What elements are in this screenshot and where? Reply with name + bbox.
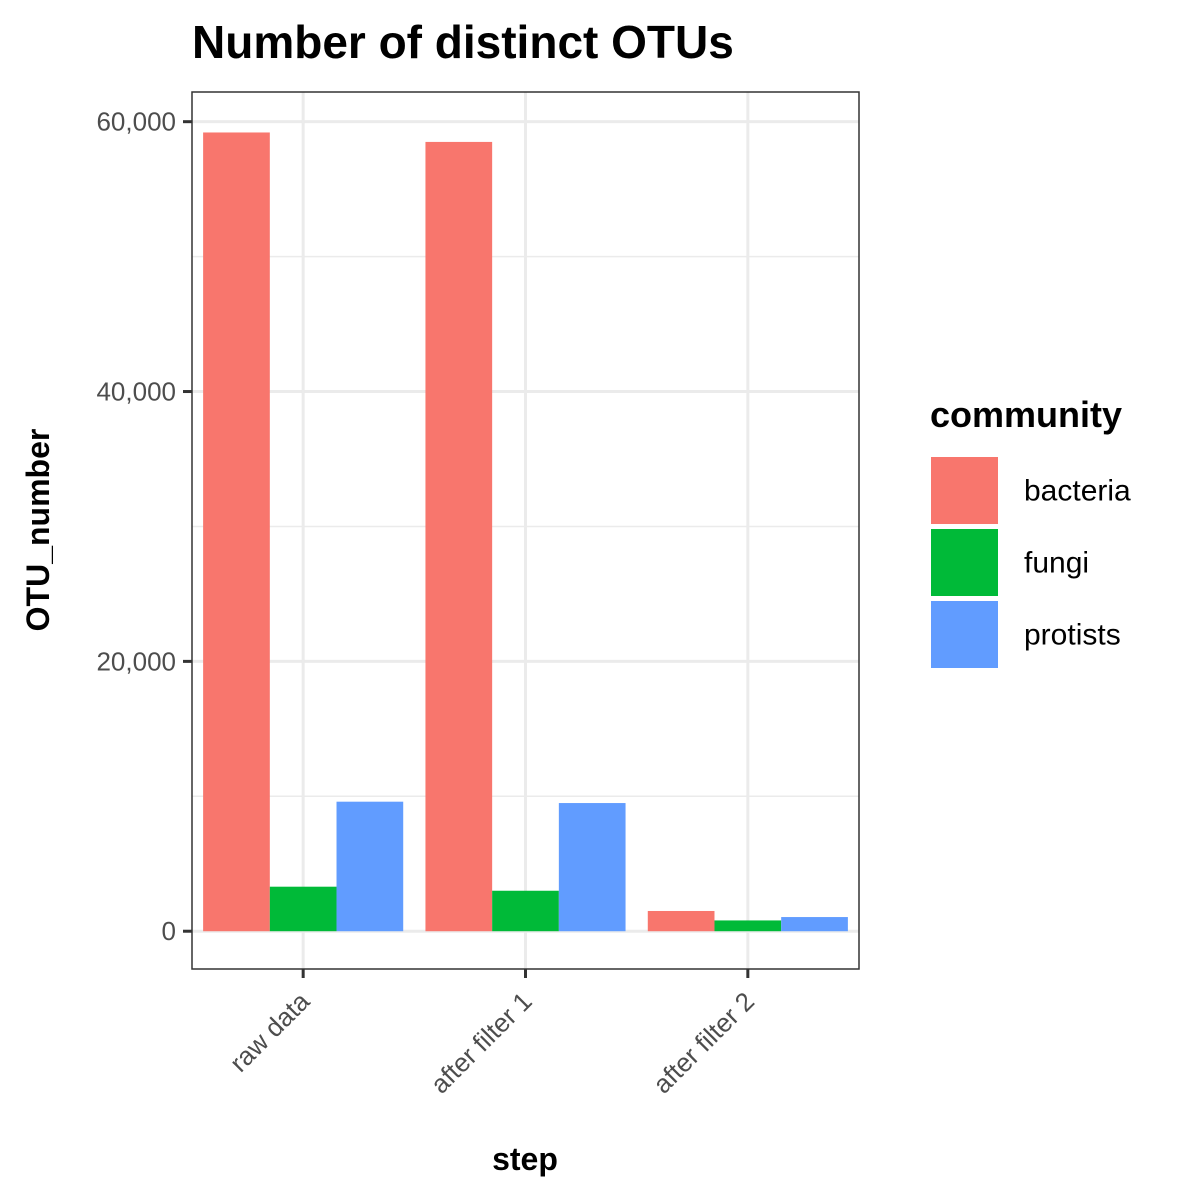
y-axis-title: OTU_number xyxy=(20,429,56,632)
bars xyxy=(203,132,848,932)
chart-title: Number of distinct OTUs xyxy=(192,16,734,68)
bar-bacteria xyxy=(203,132,270,932)
y-tick-label: 60,000 xyxy=(96,107,176,137)
bar-fungi xyxy=(714,920,782,932)
legend-swatch-protists xyxy=(931,601,998,668)
bar-bacteria xyxy=(425,141,493,932)
bar-fungi xyxy=(492,890,559,932)
bar-protists xyxy=(336,801,404,932)
legend-title: community xyxy=(930,394,1122,435)
legend: community bacteria fungi protists xyxy=(930,394,1131,668)
y-tick-label: 40,000 xyxy=(96,377,176,407)
legend-label-protists: protists xyxy=(1024,619,1121,652)
legend-swatch-bacteria xyxy=(931,457,998,524)
y-tick-label: 0 xyxy=(162,916,176,946)
major-gridlines xyxy=(192,92,859,969)
x-axis-title: step xyxy=(492,1141,558,1177)
legend-items: bacteria fungi protists xyxy=(931,457,1131,668)
legend-label-fungi: fungi xyxy=(1024,547,1089,580)
bar-protists xyxy=(558,803,626,932)
legend-swatch-fungi xyxy=(931,529,998,596)
bar-bacteria xyxy=(647,910,715,932)
legend-label-bacteria: bacteria xyxy=(1024,475,1131,508)
bar-protists xyxy=(781,917,848,932)
y-axis: 0 20,000 40,000 60,000 xyxy=(96,107,192,946)
y-tick-label: 20,000 xyxy=(96,646,176,676)
bar-fungi xyxy=(269,886,337,932)
